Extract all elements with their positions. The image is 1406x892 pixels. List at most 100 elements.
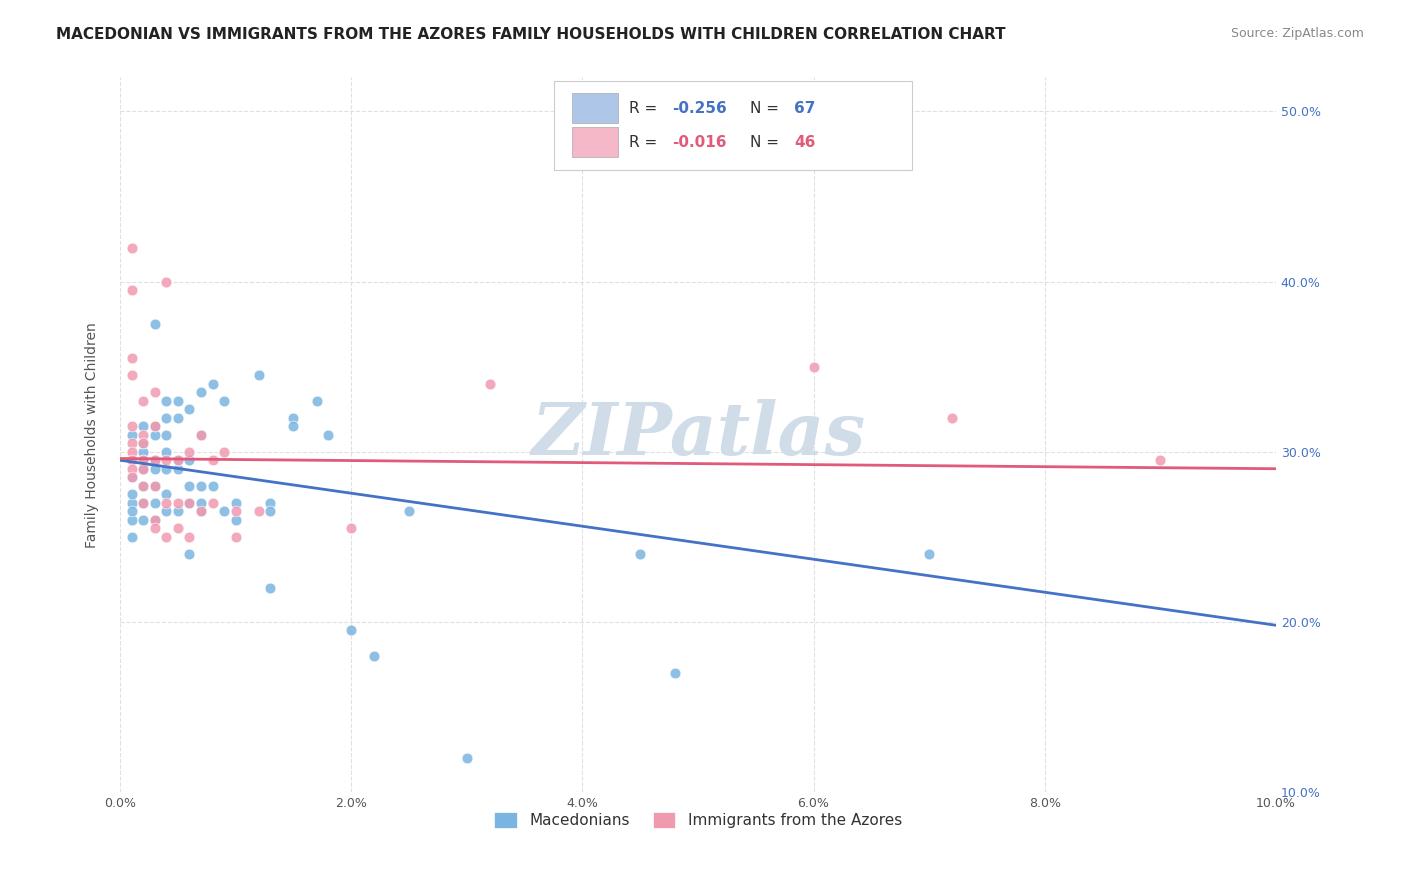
Point <box>143 427 166 442</box>
Point <box>155 427 177 442</box>
Point <box>155 487 177 501</box>
Point <box>132 436 155 450</box>
Point <box>190 427 212 442</box>
Point <box>121 453 143 467</box>
Point <box>143 479 166 493</box>
FancyBboxPatch shape <box>554 81 912 170</box>
Point <box>363 648 385 663</box>
Point <box>179 496 201 510</box>
Point <box>259 581 281 595</box>
Point <box>121 283 143 297</box>
Text: R =: R = <box>628 135 662 150</box>
Point <box>190 479 212 493</box>
Point <box>121 444 143 458</box>
Point <box>132 453 155 467</box>
Point <box>121 461 143 475</box>
Point <box>132 496 155 510</box>
Point <box>167 453 190 467</box>
Text: -0.256: -0.256 <box>672 101 727 116</box>
Point <box>155 461 177 475</box>
Text: MACEDONIAN VS IMMIGRANTS FROM THE AZORES FAMILY HOUSEHOLDS WITH CHILDREN CORRELA: MACEDONIAN VS IMMIGRANTS FROM THE AZORES… <box>56 27 1005 42</box>
Point <box>132 444 155 458</box>
Point <box>918 547 941 561</box>
Point <box>121 351 143 366</box>
Text: 46: 46 <box>794 135 815 150</box>
Point <box>121 470 143 484</box>
Point <box>121 419 143 434</box>
Point <box>167 504 190 518</box>
Point <box>132 393 155 408</box>
Point <box>478 376 501 391</box>
Point <box>132 461 155 475</box>
Point <box>201 376 224 391</box>
Point <box>247 368 270 383</box>
Point <box>155 453 177 467</box>
Point <box>212 444 235 458</box>
Text: N =: N = <box>749 135 785 150</box>
Point <box>132 496 155 510</box>
Point <box>247 504 270 518</box>
Point <box>143 461 166 475</box>
Point <box>179 453 201 467</box>
Text: N =: N = <box>749 101 785 116</box>
Point <box>167 461 190 475</box>
Point <box>143 317 166 331</box>
Point <box>155 496 177 510</box>
Point <box>155 444 177 458</box>
Point <box>179 444 201 458</box>
Point <box>132 479 155 493</box>
Point <box>155 393 177 408</box>
Point <box>143 496 166 510</box>
Point <box>121 368 143 383</box>
Point <box>190 496 212 510</box>
Point <box>305 393 328 408</box>
Point <box>283 410 305 425</box>
Point <box>132 436 155 450</box>
Point <box>132 479 155 493</box>
Point <box>179 402 201 417</box>
Point <box>121 436 143 450</box>
Point <box>167 393 190 408</box>
Point <box>316 427 339 442</box>
Point <box>803 359 825 374</box>
Point <box>398 504 420 518</box>
Point <box>1149 453 1171 467</box>
Point <box>143 513 166 527</box>
Point <box>121 470 143 484</box>
Point <box>143 513 166 527</box>
Point <box>167 410 190 425</box>
Point <box>132 419 155 434</box>
Point <box>155 275 177 289</box>
Point <box>155 410 177 425</box>
Point <box>155 530 177 544</box>
Point <box>143 419 166 434</box>
Point <box>179 496 201 510</box>
Point <box>190 385 212 400</box>
Point <box>121 487 143 501</box>
Point <box>212 393 235 408</box>
Y-axis label: Family Households with Children: Family Households with Children <box>86 322 100 548</box>
Point <box>259 504 281 518</box>
Text: R =: R = <box>628 101 662 116</box>
Text: ZIPatlas: ZIPatlas <box>531 400 865 470</box>
Point <box>225 496 247 510</box>
Text: -0.016: -0.016 <box>672 135 727 150</box>
Legend: Macedonians, Immigrants from the Azores: Macedonians, Immigrants from the Azores <box>488 806 908 834</box>
FancyBboxPatch shape <box>572 128 619 158</box>
Point <box>225 513 247 527</box>
Point <box>167 453 190 467</box>
Point <box>201 479 224 493</box>
Point <box>121 427 143 442</box>
Text: 67: 67 <box>794 101 815 116</box>
Point <box>190 504 212 518</box>
Point <box>121 513 143 527</box>
Point <box>179 479 201 493</box>
Point <box>212 504 235 518</box>
Point <box>941 410 963 425</box>
Point <box>283 419 305 434</box>
Point <box>121 504 143 518</box>
Point <box>664 665 686 680</box>
Point <box>143 479 166 493</box>
Point <box>143 419 166 434</box>
Point <box>132 427 155 442</box>
